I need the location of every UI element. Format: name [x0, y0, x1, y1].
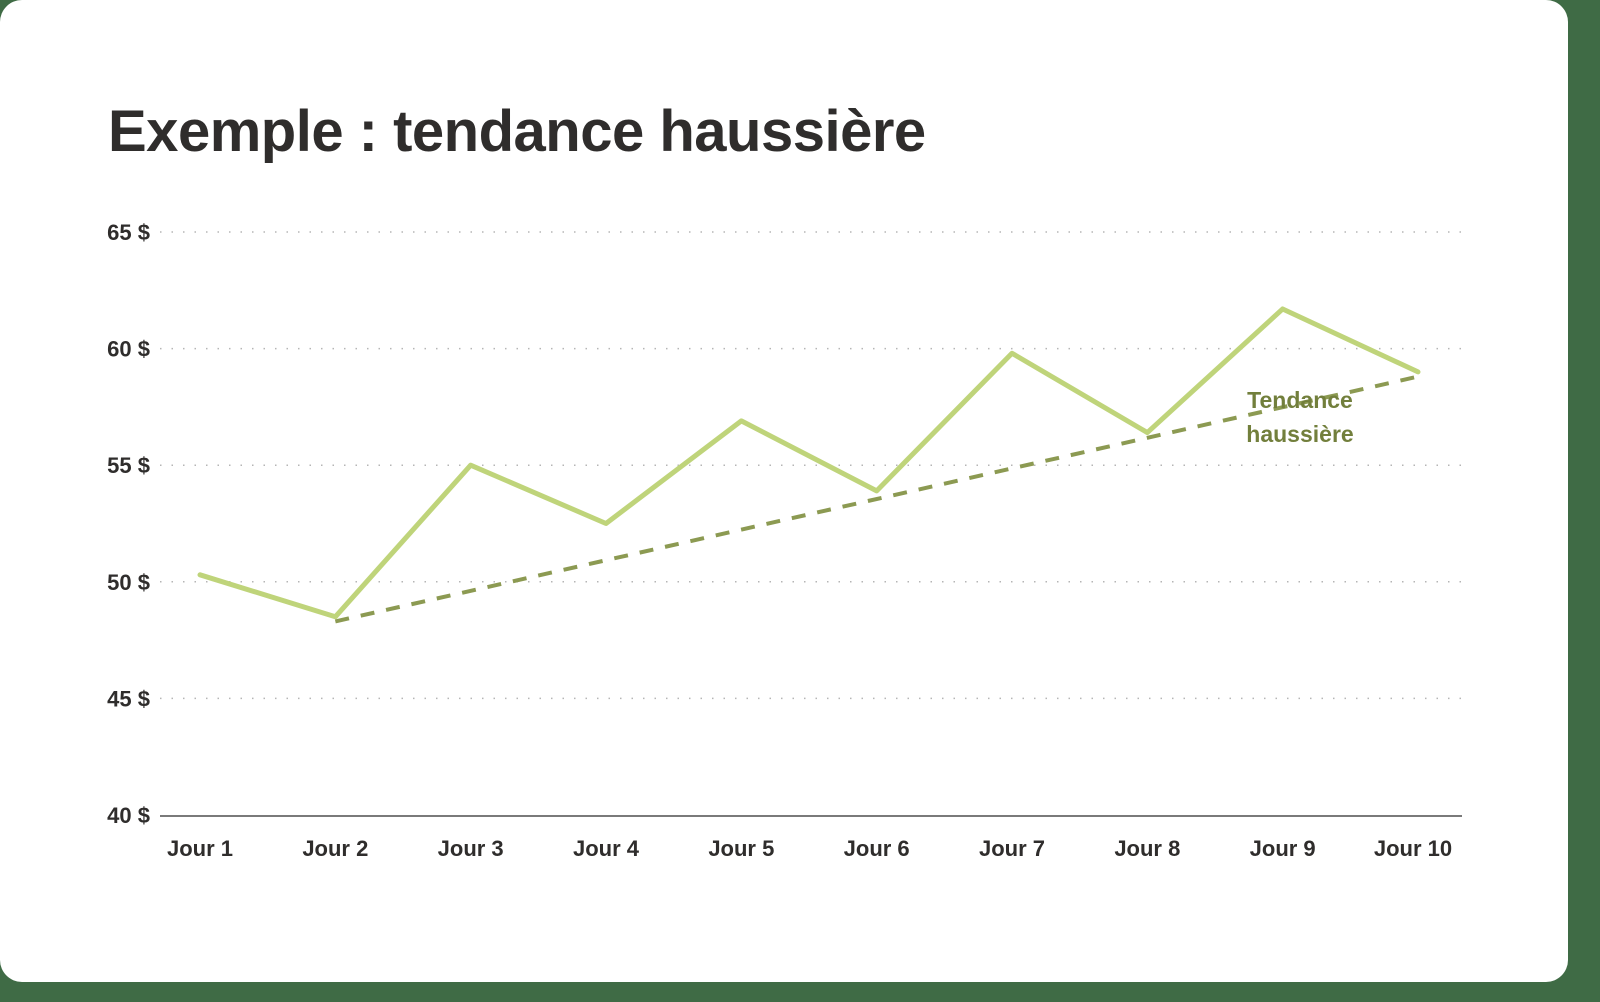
y-tick-label: 50 $ [107, 570, 150, 595]
x-tick-label: Jour 4 [573, 836, 640, 861]
x-tick-label: Jour 10 [1374, 836, 1452, 861]
chart-title: Exemple : tendance haussière [108, 99, 926, 164]
trend-line [334, 374, 1419, 624]
y-tick-label: 55 $ [107, 453, 150, 478]
x-tick-label: Jour 9 [1250, 836, 1316, 861]
x-tick-label: Jour 8 [1114, 836, 1180, 861]
x-tick-label: Jour 7 [979, 836, 1045, 861]
chart-card: Exemple : tendance haussière [0, 0, 1568, 982]
y-tick-label: 40 $ [107, 803, 150, 828]
x-tick-label: Jour 5 [708, 836, 774, 861]
x-axis-labels: Jour 1 Jour 2 Jour 3 Jour 4 Jour 5 Jour 6 Jour… [167, 836, 1452, 861]
x-tick-label: Jour 1 [167, 836, 233, 861]
price-line [197, 306, 1421, 620]
gridlines [160, 231, 1462, 700]
x-tick-label: Jour 6 [844, 836, 910, 861]
trend-annotation-line1: Tendance [1247, 387, 1353, 413]
x-tick-label: Jour 2 [302, 836, 368, 861]
y-tick-label: 45 $ [107, 686, 150, 711]
x-tick-label: Jour 3 [438, 836, 504, 861]
y-tick-label: 60 $ [107, 337, 150, 362]
y-axis-labels: 40 $ 45 $ 50 $ 55 $ 60 $ 65 $ [107, 220, 150, 828]
y-tick-label: 65 $ [107, 220, 150, 245]
trend-annotation-line2: haussière [1246, 421, 1353, 447]
